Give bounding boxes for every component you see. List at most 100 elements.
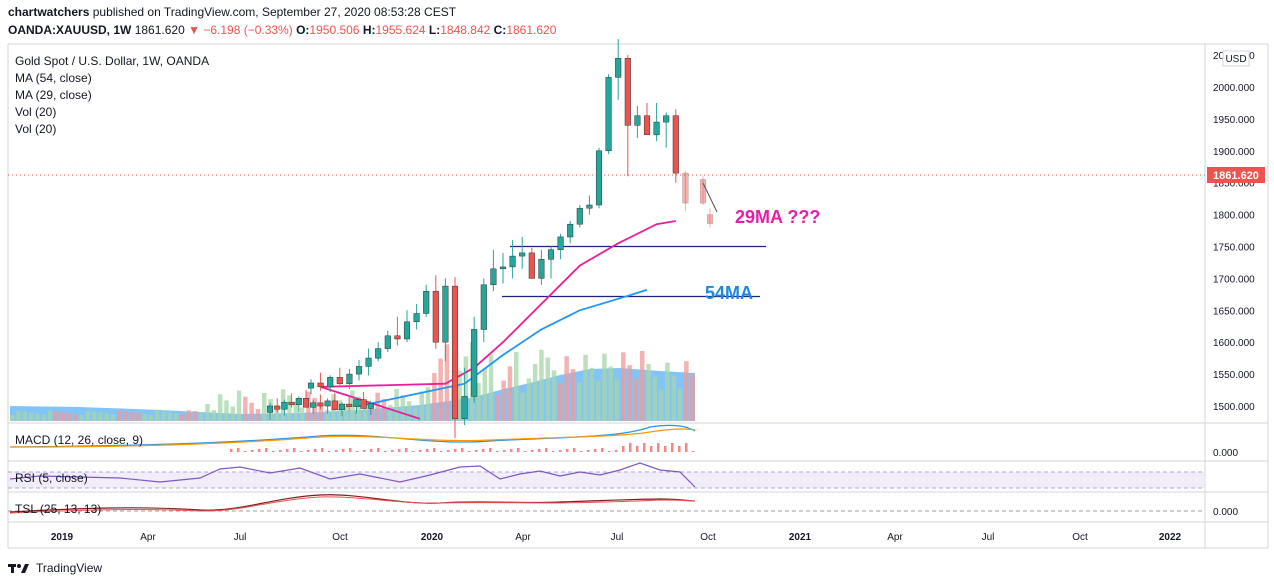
rsi-label[interactable]: RSI (5, close) xyxy=(15,471,88,485)
candle-body[interactable] xyxy=(509,255,516,268)
candle-body[interactable] xyxy=(413,313,420,323)
legend-vol-1[interactable]: Vol (20) xyxy=(15,105,57,119)
candle-body[interactable] xyxy=(442,285,449,343)
candle-body[interactable] xyxy=(327,377,334,388)
candle-body[interactable] xyxy=(317,382,324,388)
candle-body[interactable] xyxy=(699,179,707,204)
candle-body[interactable] xyxy=(643,115,651,136)
candle-body[interactable] xyxy=(355,366,363,375)
macd-histogram-bar xyxy=(265,448,268,452)
ma29-line[interactable] xyxy=(320,220,676,420)
candle-body[interactable] xyxy=(471,329,478,397)
candle-body[interactable] xyxy=(663,115,670,123)
candle-body[interactable] xyxy=(375,348,382,359)
candle-body[interactable] xyxy=(331,400,338,411)
candle-body[interactable] xyxy=(295,398,302,405)
publisher-name[interactable]: chartwatchers xyxy=(8,5,90,19)
candle-body[interactable] xyxy=(624,58,631,126)
legend-ma54[interactable]: MA (54, close) xyxy=(15,71,92,85)
candle-body[interactable] xyxy=(394,335,401,340)
macd-histogram-bar xyxy=(503,450,506,452)
macd-histogram-bar xyxy=(489,448,492,452)
candle-body[interactable] xyxy=(586,204,593,209)
volume-bar xyxy=(337,400,343,421)
volume-bar xyxy=(526,378,532,421)
candle-body[interactable] xyxy=(451,285,459,420)
legend-ma29[interactable]: MA (29, close) xyxy=(15,88,92,102)
legend-title[interactable]: Gold Spot / U.S. Dollar, 1W, OANDA xyxy=(15,54,210,68)
candle-body[interactable] xyxy=(490,268,497,285)
candle-body[interactable] xyxy=(266,405,274,413)
candle-body[interactable] xyxy=(576,207,583,225)
candle-body[interactable] xyxy=(307,382,315,389)
candle-body[interactable] xyxy=(461,396,468,419)
candle-body[interactable] xyxy=(547,249,555,260)
candle-body[interactable] xyxy=(310,402,317,408)
candle-body[interactable] xyxy=(288,401,295,406)
macd-histogram-bar xyxy=(321,448,324,452)
volume-bar xyxy=(532,364,538,421)
candle-body[interactable] xyxy=(360,399,367,409)
candle-body[interactable] xyxy=(682,172,689,204)
volume-bar xyxy=(621,352,626,421)
candle-body[interactable] xyxy=(346,403,353,407)
candle-body[interactable] xyxy=(672,115,679,174)
volume-bar xyxy=(98,412,103,421)
candle-body[interactable] xyxy=(317,402,324,407)
candle-body[interactable] xyxy=(432,290,439,343)
volume-bar xyxy=(211,410,217,421)
candle-body[interactable] xyxy=(338,403,346,411)
price-tag-bg xyxy=(1207,167,1265,183)
candle-body[interactable] xyxy=(365,357,372,367)
volume-bar xyxy=(362,402,368,421)
macd-histogram-bar xyxy=(601,448,604,452)
annotation-29ma: 29MA ??? xyxy=(735,207,820,227)
tradingview-footer[interactable]: TradingView xyxy=(8,561,102,575)
volume-bar xyxy=(287,395,292,421)
volume-bar xyxy=(167,412,172,421)
volume-bar xyxy=(495,394,500,421)
macd-label[interactable]: MACD (12, 26, close, 9) xyxy=(15,433,144,447)
low-label: L: xyxy=(428,23,441,37)
volume-bar xyxy=(123,411,128,421)
candle-body[interactable] xyxy=(480,284,487,330)
candle-body[interactable] xyxy=(557,236,564,250)
volume-bar xyxy=(343,406,349,421)
time-tick-label: Apr xyxy=(515,532,531,543)
candle-body[interactable] xyxy=(706,214,714,224)
candle-body[interactable] xyxy=(353,399,360,407)
candle-body[interactable] xyxy=(346,373,353,384)
candle-body[interactable] xyxy=(595,150,603,206)
volume-bar xyxy=(22,411,28,421)
volume-bar xyxy=(224,400,229,421)
candle-body[interactable] xyxy=(336,377,343,384)
legend-vol-2[interactable]: Vol (20) xyxy=(15,122,57,136)
candle-body[interactable] xyxy=(653,121,660,136)
candle-body[interactable] xyxy=(528,252,535,279)
volume-bar xyxy=(10,415,15,421)
candle-body[interactable] xyxy=(367,403,374,409)
candle-body[interactable] xyxy=(384,335,391,349)
candle-body[interactable] xyxy=(499,266,507,270)
volume-bar xyxy=(47,410,53,421)
volume-bar xyxy=(180,414,185,421)
candle-body[interactable] xyxy=(538,259,545,279)
candle-body[interactable] xyxy=(567,223,574,238)
candle-body[interactable] xyxy=(302,398,310,408)
candle-body[interactable] xyxy=(274,405,281,410)
candle-body[interactable] xyxy=(403,321,411,340)
candle-body[interactable] xyxy=(634,115,641,126)
candle-body[interactable] xyxy=(281,401,288,410)
candle-body[interactable] xyxy=(423,290,430,314)
open-label: O: xyxy=(296,23,310,37)
low-value: 1848.842 xyxy=(440,23,491,37)
macd-histogram-bar xyxy=(279,450,282,452)
ma54-line[interactable] xyxy=(358,289,648,407)
currency-box[interactable] xyxy=(1222,50,1250,67)
macd-histogram-bar xyxy=(587,450,590,452)
candle-body[interactable] xyxy=(605,77,612,152)
tsl-label[interactable]: TSL (25, 13, 13) xyxy=(15,502,102,516)
candle-body[interactable] xyxy=(615,58,622,78)
candle-body[interactable] xyxy=(519,252,526,257)
candle-body[interactable] xyxy=(324,400,331,407)
